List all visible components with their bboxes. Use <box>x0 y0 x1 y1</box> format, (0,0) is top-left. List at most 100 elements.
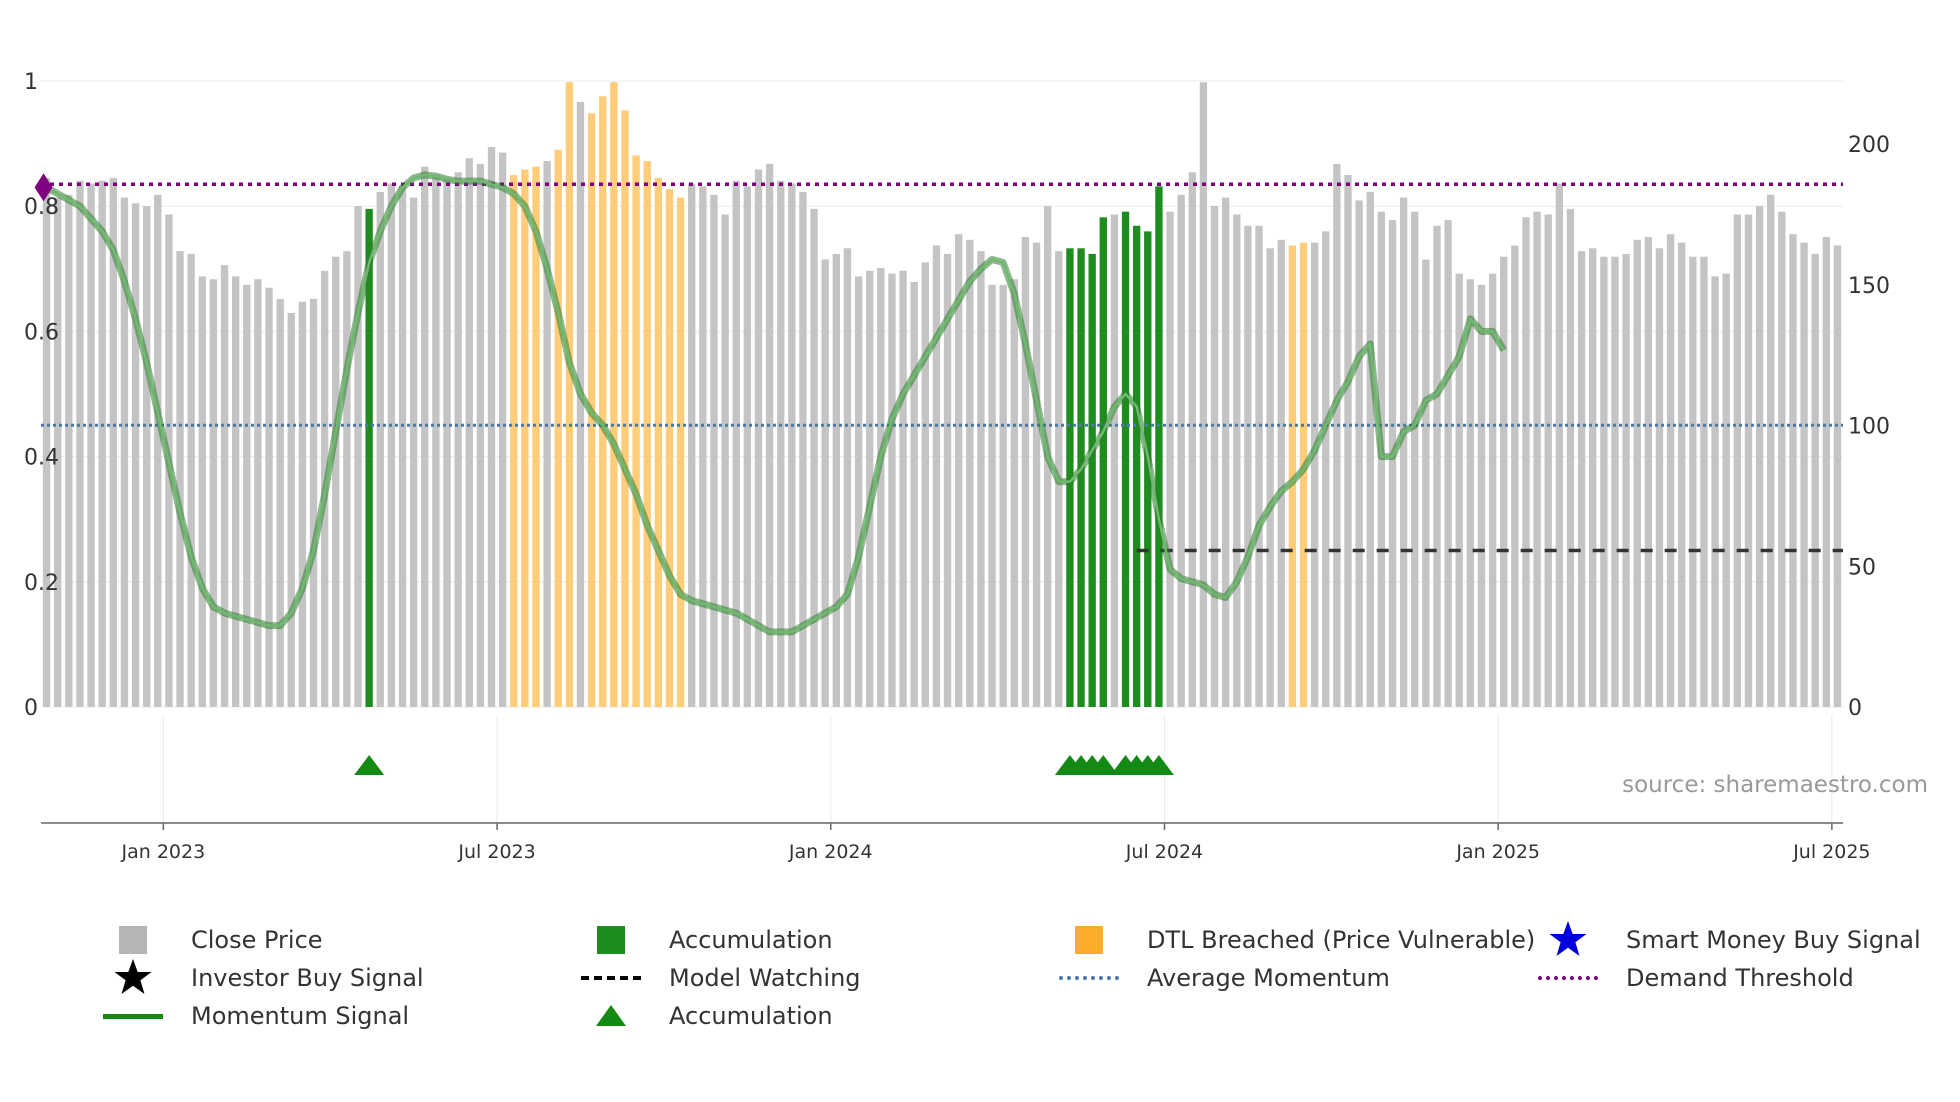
close-price-bar <box>1166 211 1174 707</box>
start-diamond-marker <box>34 173 53 202</box>
close-price-bar <box>710 194 718 708</box>
close-price-bar <box>498 152 507 708</box>
close-price-bar <box>1266 248 1274 707</box>
right-tick-label: 50 <box>1848 555 1876 580</box>
close-price-bar <box>98 180 106 707</box>
close-price-bar <box>1177 194 1185 708</box>
close-price-bar <box>899 270 907 707</box>
close-price-bar <box>1466 279 1475 707</box>
close-price-bar <box>54 197 62 707</box>
close-price-bar <box>777 180 785 707</box>
close-price-bar <box>1755 206 1764 708</box>
close-price-bar <box>1566 208 1575 707</box>
close-price-bar <box>1444 220 1452 707</box>
dtl-breached-bar <box>554 149 562 707</box>
close-price-bar <box>1666 234 1675 707</box>
x-axis: Jan 2023 Jul 2023 Jan 2024 Jul 2024 Jan 2025… <box>41 822 1871 863</box>
x-tick-label: Jan 2023 <box>121 841 206 863</box>
close-price-bar <box>1255 225 1263 707</box>
close-price-bar <box>576 101 585 707</box>
close-price-bar <box>220 265 229 707</box>
right-axis: 0 50 100 150 200 <box>1848 133 1890 721</box>
close-price-bar <box>209 279 218 707</box>
close-price-bar <box>877 267 885 707</box>
close-price-bar <box>87 183 95 708</box>
close-price-bar <box>1500 256 1508 707</box>
close-price-bar <box>832 253 840 707</box>
close-price-bar <box>1455 273 1463 707</box>
close-price-bar <box>1722 273 1730 707</box>
close-price-bar <box>1744 214 1753 707</box>
dtl-breached-bar <box>632 155 640 707</box>
x-tick-label: Jan 2024 <box>788 841 873 863</box>
close-price-bar <box>1366 191 1374 707</box>
close-price-bar <box>465 158 473 707</box>
close-price-bar <box>1800 242 1808 707</box>
close-price-bar <box>1789 234 1797 707</box>
close-price-bar <box>1032 242 1041 707</box>
close-price-bar <box>1577 251 1586 708</box>
close-price-bar <box>955 234 963 707</box>
close-price-bar <box>1188 172 1196 708</box>
close-price-bar <box>65 194 73 708</box>
close-price-bar <box>1555 183 1564 708</box>
momentum-signal <box>34 171 1507 636</box>
x-tick-label: Jan 2025 <box>1455 841 1540 863</box>
close-price-bar <box>1767 194 1775 708</box>
close-price-bars <box>42 82 1842 708</box>
close-price-bar <box>988 284 996 707</box>
right-tick-label: 150 <box>1848 274 1890 299</box>
close-price-bar <box>1822 237 1830 707</box>
close-price-bar <box>276 298 284 707</box>
close-price-bar <box>387 183 396 708</box>
close-price-bar <box>699 186 707 707</box>
close-price-bar <box>921 262 929 707</box>
left-tick-label: 1 <box>24 70 38 95</box>
close-price-bar <box>1322 231 1330 707</box>
close-price-bar <box>1633 239 1641 708</box>
close-price-bar <box>1611 256 1619 707</box>
close-price-bar <box>1711 276 1719 707</box>
close-price-bar <box>821 259 829 707</box>
close-price-bar <box>354 206 362 708</box>
close-price-bar <box>765 163 774 708</box>
close-price-bar <box>187 253 195 707</box>
close-price-bar <box>1522 217 1530 708</box>
close-price-bar <box>332 256 340 707</box>
right-tick-label: 0 <box>1848 696 1862 721</box>
close-price-bar <box>1833 245 1842 707</box>
accumulation-bar <box>1132 225 1141 707</box>
close-price-bar <box>1644 237 1653 707</box>
accumulation-triangle <box>354 755 385 775</box>
accumulation-bar <box>1121 211 1130 707</box>
dtl-breached-bar <box>621 110 629 707</box>
close-price-bar <box>309 298 318 707</box>
close-price-bar <box>1210 206 1219 708</box>
close-price-bar <box>977 251 985 708</box>
source-note: source: sharemaestro.com <box>1622 772 1928 798</box>
close-price-bar <box>1778 211 1786 707</box>
close-price-bar <box>866 270 874 707</box>
close-price-bar <box>1355 200 1363 707</box>
close-price-bar <box>854 276 863 707</box>
close-price-bar <box>1344 175 1352 708</box>
close-price-bar <box>943 253 952 707</box>
close-price-bar <box>1021 237 1030 707</box>
close-price-bar <box>476 163 485 708</box>
close-price-bar <box>843 248 852 707</box>
close-price-bar <box>298 301 307 707</box>
accumulation-bar <box>1088 253 1096 707</box>
close-price-bar <box>254 279 262 707</box>
accumulation-bar <box>1099 217 1107 708</box>
accumulation-triangle <box>1143 755 1174 775</box>
close-price-bar <box>1010 279 1018 707</box>
close-price-bar <box>1277 239 1285 708</box>
close-price-bar <box>788 183 796 708</box>
close-price-bar <box>1433 225 1441 707</box>
close-price-bar <box>1733 214 1741 707</box>
close-price-bar <box>176 251 184 708</box>
close-price-bar <box>376 191 384 707</box>
close-price-bar <box>543 161 551 707</box>
close-price-bar <box>109 177 117 707</box>
close-price-bar <box>343 251 351 708</box>
